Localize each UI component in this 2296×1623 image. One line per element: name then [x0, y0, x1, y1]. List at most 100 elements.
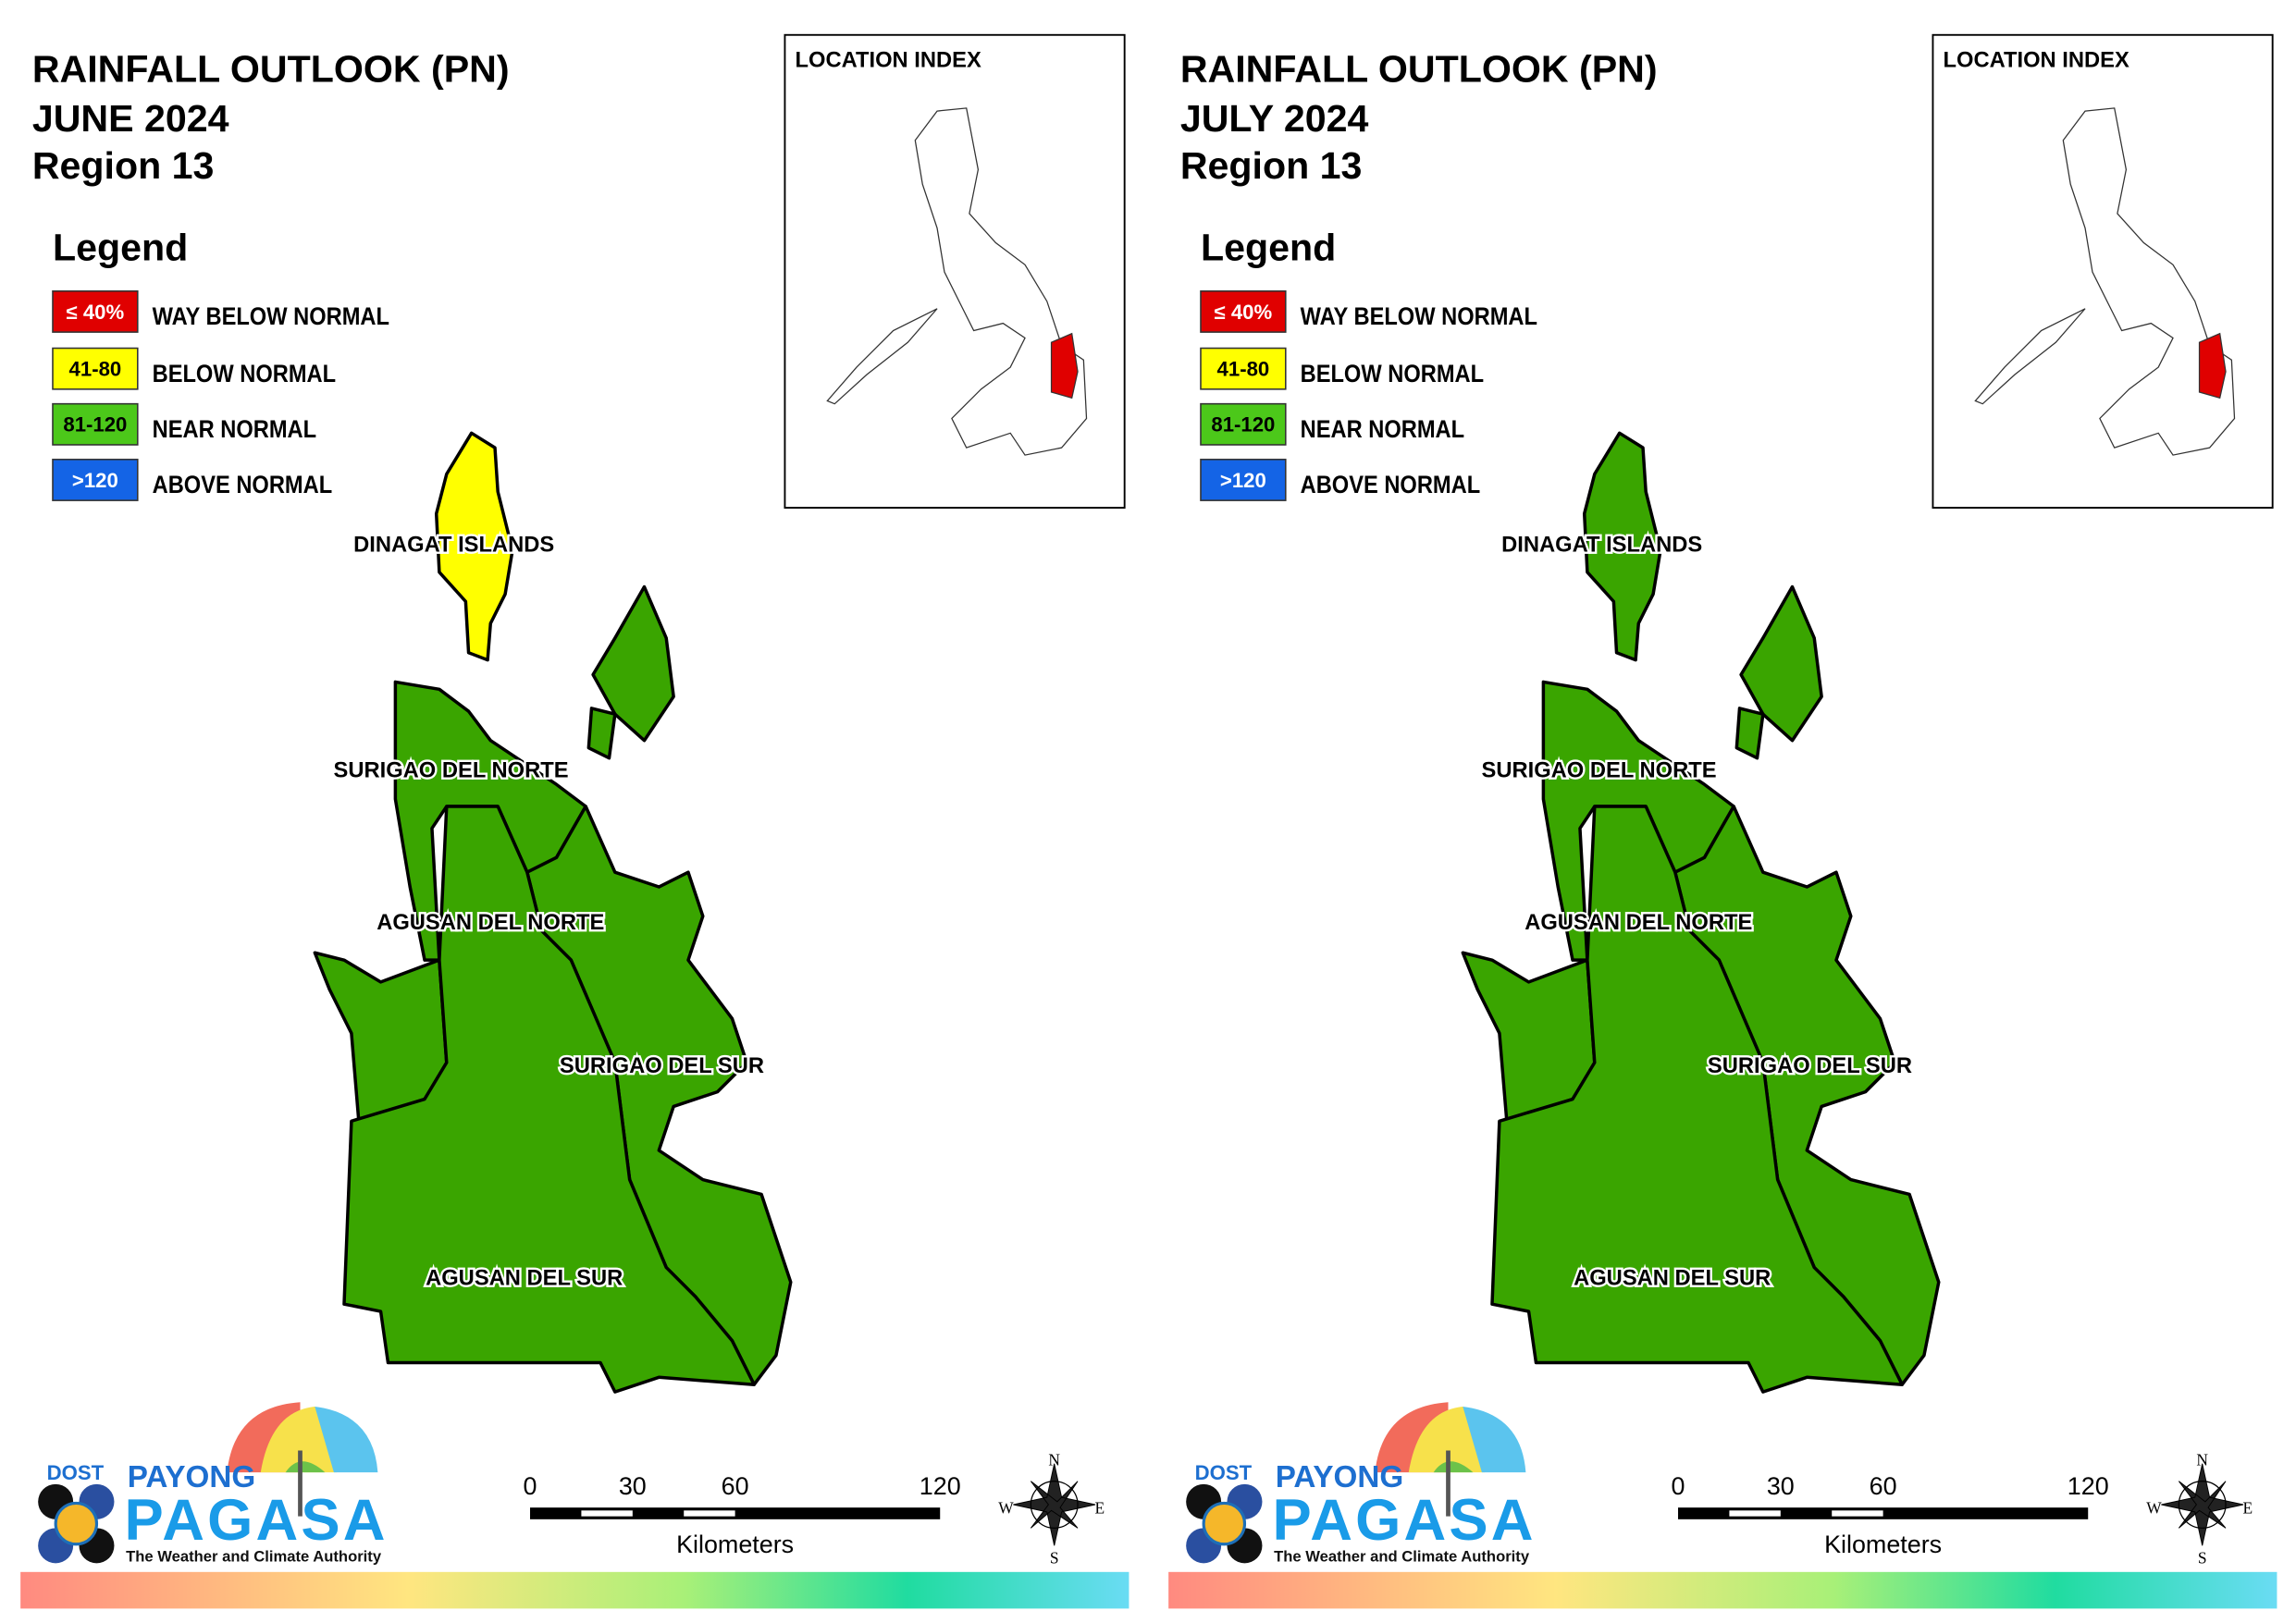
legend-key: 81-120: [63, 413, 127, 436]
legend-swatch: [52, 459, 139, 501]
logo-brand: PAYONG: [1276, 1460, 1404, 1494]
province-label: AGUSAN DEL NORTE: [376, 911, 604, 935]
compass-letter: N: [1048, 1450, 1060, 1469]
location-title: LOCATION INDEX: [1944, 49, 2129, 73]
province: [1739, 584, 1823, 743]
inset-philippines: [914, 107, 1088, 456]
province-label: SURIGAO DEL SUR: [1708, 1054, 1912, 1078]
compass-letter: S: [1050, 1548, 1059, 1567]
logo-tagline: The Weather and Climate Authority: [126, 1548, 382, 1566]
logo-name: PAGASA: [1273, 1488, 1537, 1553]
compass-rose: [2161, 1463, 2244, 1546]
province-label: AGUSAN DEL SUR: [1574, 1267, 1771, 1291]
legend-swatch: [1200, 459, 1287, 501]
province: [342, 805, 756, 1394]
logo-brand: PAYONG: [128, 1460, 256, 1494]
legend-label: NEAR NORMAL: [1301, 416, 1464, 444]
scale-gap: [1729, 1510, 1781, 1517]
title-line: JULY 2024: [1180, 97, 1369, 140]
legend-swatch: [52, 347, 139, 390]
compass-letter: E: [1094, 1499, 1105, 1518]
inset-palawan: [826, 308, 938, 405]
inset-philippines: [2062, 107, 2236, 456]
legend-swatch: [52, 289, 139, 333]
legend-label: WAY BELOW NORMAL: [1301, 303, 1537, 331]
province: [1582, 431, 1662, 662]
legend-label: ABOVE NORMAL: [153, 472, 333, 499]
title-line: Region 13: [1180, 144, 1363, 187]
province-label: SURIGAO DEL NORTE: [333, 758, 568, 782]
legend-title: Legend: [53, 227, 188, 269]
legend-key: ≤ 40%: [1215, 301, 1273, 324]
legend-title: Legend: [1201, 227, 1336, 269]
compass-letter: W: [998, 1499, 1014, 1518]
legend-label: NEAR NORMAL: [153, 416, 316, 444]
scale-gap: [1832, 1510, 1883, 1517]
province: [434, 431, 514, 662]
logo-agency: DOST: [47, 1461, 105, 1484]
province-label: AGUSAN DEL SUR: [426, 1267, 623, 1291]
seal: [1202, 1501, 1247, 1546]
legend-label: ABOVE NORMAL: [1301, 472, 1481, 499]
province-label: DINAGAT ISLANDS: [1501, 534, 1702, 558]
scale-label: 30: [619, 1472, 647, 1500]
legend-swatch: [1200, 402, 1287, 446]
scale-label: 60: [1870, 1472, 1897, 1500]
scale-label: 0: [524, 1472, 537, 1500]
scale-unit: Kilometers: [676, 1531, 794, 1558]
seal: [54, 1501, 99, 1546]
legend-key: >120: [72, 469, 118, 492]
logo-agency: DOST: [1195, 1461, 1253, 1484]
province-label: SURIGAO DEL NORTE: [1481, 758, 1716, 782]
inset-region13: [2198, 332, 2227, 400]
compass-letter: E: [2242, 1499, 2253, 1518]
title-line: RAINFALL OUTLOOK (PN): [32, 47, 510, 90]
umbrella-green: [285, 1461, 326, 1473]
legend-swatch: [52, 402, 139, 446]
scale-label: 60: [722, 1472, 749, 1500]
scale-label: 0: [1672, 1472, 1685, 1500]
umbrella-green: [1433, 1461, 1474, 1473]
legend-swatch: [1200, 289, 1287, 333]
province-label: AGUSAN DEL NORTE: [1524, 911, 1752, 935]
compass-letter: W: [2146, 1499, 2162, 1518]
compass-letter: S: [2198, 1548, 2207, 1567]
logo-tagline: The Weather and Climate Authority: [1274, 1548, 1530, 1566]
province-label: DINAGAT ISLANDS: [353, 534, 554, 558]
logo-name: PAGASA: [125, 1488, 389, 1553]
scale-unit: Kilometers: [1824, 1531, 1942, 1558]
compass-letter: N: [2196, 1450, 2208, 1469]
umbrella-blue: [1463, 1406, 1526, 1473]
inset-region13: [1050, 332, 1079, 400]
compass-ring: [2178, 1481, 2227, 1529]
province-label: SURIGAO DEL SUR: [560, 1054, 764, 1078]
scale-label: 120: [2068, 1472, 2109, 1500]
umbrella-blue: [315, 1406, 378, 1473]
location-title: LOCATION INDEX: [796, 49, 981, 73]
compass-rose: [1013, 1463, 1096, 1546]
province: [586, 707, 617, 760]
legend-key: >120: [1220, 469, 1266, 492]
legend-key: 41-80: [69, 358, 122, 381]
color-band: [1168, 1571, 2277, 1609]
scale-label: 30: [1767, 1472, 1795, 1500]
umbrella-yellow: [260, 1406, 339, 1473]
title-line: Region 13: [32, 144, 215, 187]
province: [591, 584, 675, 743]
province: [1490, 805, 1904, 1394]
legend-key: 81-120: [1211, 413, 1275, 436]
legend-label: BELOW NORMAL: [1301, 361, 1484, 388]
scale-gap: [684, 1510, 735, 1517]
color-band: [20, 1571, 1129, 1609]
legend-label: WAY BELOW NORMAL: [153, 303, 389, 331]
scale-label: 120: [920, 1472, 961, 1500]
inset-palawan: [1974, 308, 2086, 405]
scale-gap: [581, 1510, 633, 1517]
umbrella-yellow: [1408, 1406, 1487, 1473]
title-line: RAINFALL OUTLOOK (PN): [1180, 47, 1658, 90]
legend-label: BELOW NORMAL: [153, 361, 336, 388]
legend-key: ≤ 40%: [67, 301, 125, 324]
title-line: JUNE 2024: [32, 97, 229, 140]
